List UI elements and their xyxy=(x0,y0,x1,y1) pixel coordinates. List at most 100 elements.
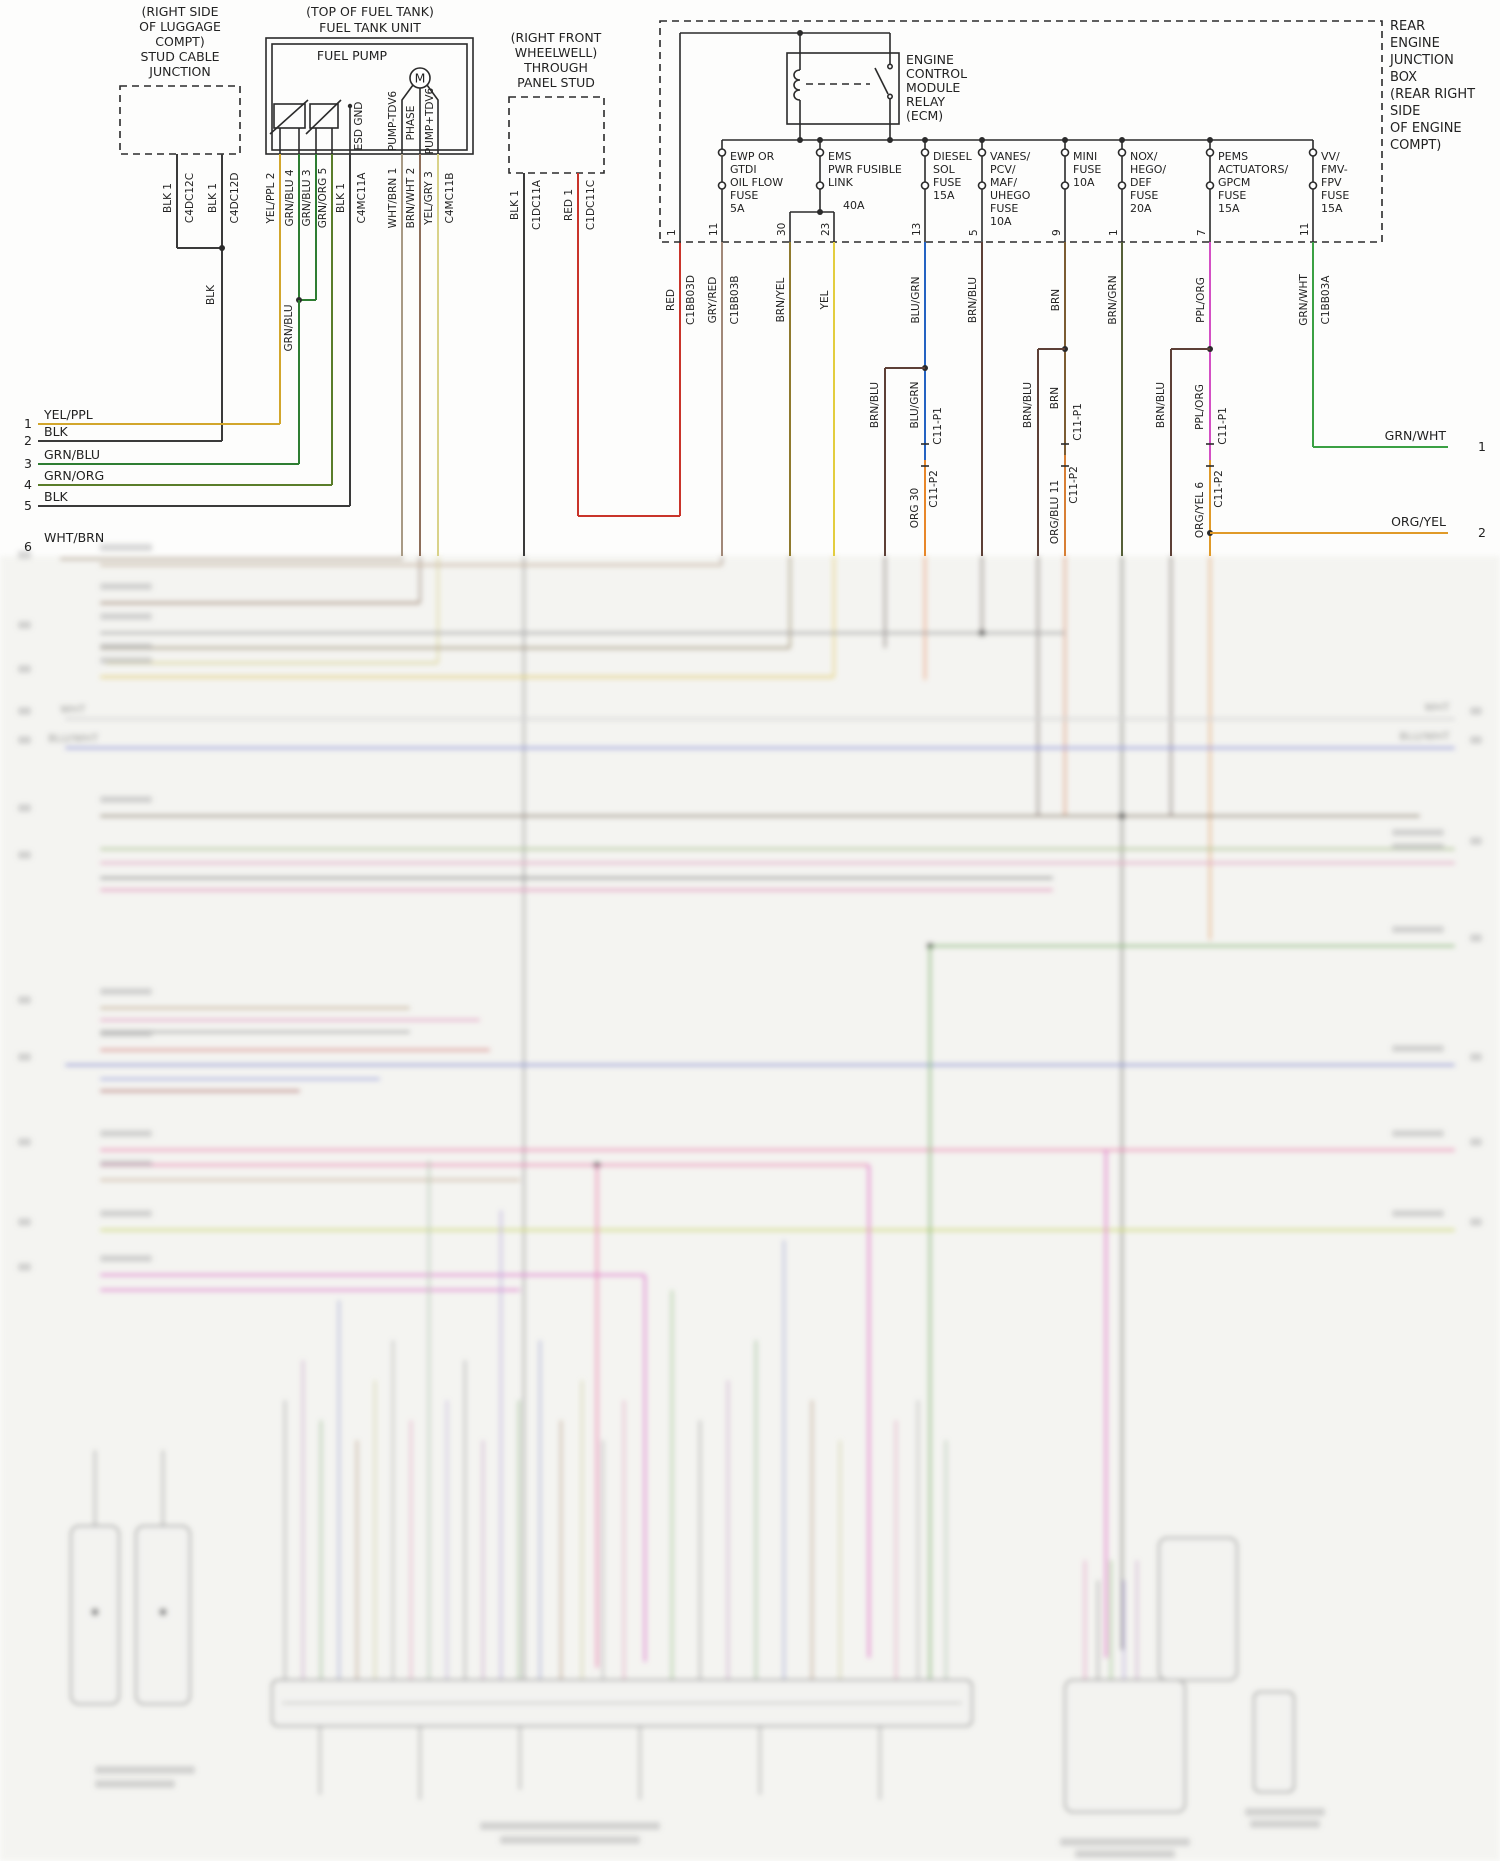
blurred-label-wht-right: WHT xyxy=(1424,701,1450,714)
wire-label: ORG/YEL 6 xyxy=(1194,482,1206,538)
fuse-label-line: 15A xyxy=(933,189,955,202)
fuse-vv: VV/ FMV- FPV FUSE 15A xyxy=(1308,140,1349,242)
wire-label: PPL/ORG xyxy=(1194,384,1206,430)
connector-label: C11-P1 xyxy=(932,407,944,445)
fuel-tank-unit: (TOP OF FUEL TANK) FUEL TANK UNIT FUEL P… xyxy=(265,4,474,556)
pin-number: 13 xyxy=(911,223,923,236)
fuse-label-line: MINI xyxy=(1073,150,1097,163)
caption-line: STUD CABLE xyxy=(140,49,219,64)
wire-label: BLK 1 xyxy=(207,183,219,213)
wire-label: BLK 1 xyxy=(335,183,347,213)
connector-label: C1BB03B xyxy=(729,276,741,325)
blurred-wiring-region: WHT BLU/WHT WHT BLU/WHT xyxy=(0,544,1500,1861)
connector-label: C11-P2 xyxy=(1068,466,1080,504)
fuse-label-line: FUSE xyxy=(1321,189,1349,202)
panel-stud-box xyxy=(508,96,605,174)
fuse-label-line: DIESEL xyxy=(933,150,973,163)
fuse-label-line: EMS xyxy=(828,150,851,163)
fuse-label-line: PWR FUSIBLE xyxy=(828,163,902,176)
wire-label: BRN/WHT 2 xyxy=(405,168,417,229)
fuel-sender-icon xyxy=(273,103,306,129)
relay-label-line: RELAY xyxy=(906,94,945,109)
row-label: GRN/WHT xyxy=(1385,428,1447,443)
connector-label: C11-P1 xyxy=(1072,403,1084,441)
connector-label: C11-P2 xyxy=(1213,470,1225,508)
fuse-label-line: FUSE xyxy=(933,176,961,189)
fuse-label-line: 40A xyxy=(843,199,865,212)
connector-label: C4MC11A xyxy=(356,172,368,224)
wire-label: GRN/BLU 4 xyxy=(284,169,296,226)
caption-line: JUNCTION xyxy=(148,64,210,79)
wire-label: PPL/ORG xyxy=(1195,277,1207,323)
connector-label: C4MC11B xyxy=(444,173,456,224)
caption-line: COMPT) xyxy=(155,34,204,49)
row-label: WHT/BRN xyxy=(44,530,104,545)
fuse-label-line: OIL FLOW xyxy=(730,176,783,189)
wire-label: GRN/WHT xyxy=(1298,274,1310,326)
fuel-sender-icon xyxy=(309,103,339,129)
wire-label: YEL/PPL 2 xyxy=(265,173,277,225)
wire-label: BLU/GRN xyxy=(910,276,922,323)
fuse-pems: PEMS ACTUATORS/ GPCM FUSE 15A xyxy=(1205,140,1288,242)
motor-letter: M xyxy=(415,71,426,86)
junction-box-outline xyxy=(659,20,1383,243)
terminal-label: ESD GND xyxy=(353,102,365,151)
fuse-label-line: SOL xyxy=(933,163,956,176)
fuse-label-line: 5A xyxy=(730,202,745,215)
blurred-label-bluwht-right: BLU/WHT xyxy=(1399,730,1450,743)
row-number: 2 xyxy=(1478,525,1486,540)
fuse-label-line: EWP OR xyxy=(730,150,775,163)
wire-label: YEL/GRY 3 xyxy=(423,171,435,226)
stud-cable-junction: (RIGHT SIDE OF LUGGAGE COMPT) STUD CABLE… xyxy=(119,4,241,441)
junction-box-title-line: JUNCTION xyxy=(1389,53,1454,68)
pin-number: 9 xyxy=(1051,229,1063,236)
caption-line: FUEL TANK UNIT xyxy=(319,20,421,35)
relay-label-line: (ECM) xyxy=(906,108,943,123)
junction-box-title-line: (REAR RIGHT xyxy=(1390,87,1475,102)
fuse-label-line: DEF xyxy=(1130,176,1152,189)
wire-label: BLK 1 xyxy=(509,190,521,220)
wire-label: BRN xyxy=(1049,387,1061,409)
terminal-label: PHASE xyxy=(405,106,417,141)
fuse-label-line: FUSE xyxy=(730,189,758,202)
connector-label: C11-P1 xyxy=(1217,407,1229,445)
fuse-label-line: UHEGO xyxy=(990,189,1031,202)
connector-label: C1DC11A xyxy=(531,179,543,230)
fuse-label-line: GTDI xyxy=(730,163,757,176)
caption-line: (RIGHT SIDE xyxy=(141,4,218,19)
junction-box-title-line: COMPT) xyxy=(1390,138,1441,153)
connector-label: C1BB03A xyxy=(1320,275,1332,325)
fuse-label-line: VV/ xyxy=(1321,150,1340,163)
pin-number: 1 xyxy=(666,229,678,236)
fuse-ewp: EWP OR GTDI OIL FLOW FUSE 5A xyxy=(717,140,783,242)
pin-number: 23 xyxy=(820,223,832,236)
wire-label: RED 1 xyxy=(563,189,575,221)
fuse-label-line: NOX/ xyxy=(1130,150,1158,163)
relay-label-line: MODULE xyxy=(906,80,960,95)
row-label: GRN/BLU xyxy=(44,447,100,462)
caption-line: PANEL STUD xyxy=(517,75,595,90)
connector-label: C4DC12D xyxy=(229,173,241,224)
fuse-label-line: PCV/ xyxy=(990,163,1016,176)
row-number: 5 xyxy=(24,498,32,513)
stud-junction-box xyxy=(119,85,241,155)
row-label: ORG/YEL xyxy=(1391,514,1446,529)
wire-label: YEL xyxy=(819,290,831,310)
row-number: 1 xyxy=(1478,439,1486,454)
wire-label: BRN/BLU xyxy=(1022,382,1034,428)
wire-label: BLK 1 xyxy=(162,183,174,213)
wire-label: GRN/ORG 5 xyxy=(317,168,329,229)
connector-label: C11-P2 xyxy=(928,470,940,508)
left-edge-rows: 1 2 3 4 5 6 YEL/PPL BLK GRN/BLU GRN/ORG … xyxy=(24,407,350,554)
fuse-diesel: DIESEL SOL FUSE 15A xyxy=(920,140,973,242)
junction-box-title-line: BOX xyxy=(1390,70,1417,85)
wire-label: GRN/BLU 3 xyxy=(301,169,313,226)
wire-label: BRN/YEL xyxy=(775,277,787,322)
fuel-tank-unit-box xyxy=(265,37,474,155)
wire-label: BRN/BLU xyxy=(967,277,979,323)
junction-box-title-line: REAR xyxy=(1390,19,1425,34)
fuse-label-line: FPV xyxy=(1321,176,1342,189)
connector-label: C1BB03D xyxy=(685,275,697,325)
